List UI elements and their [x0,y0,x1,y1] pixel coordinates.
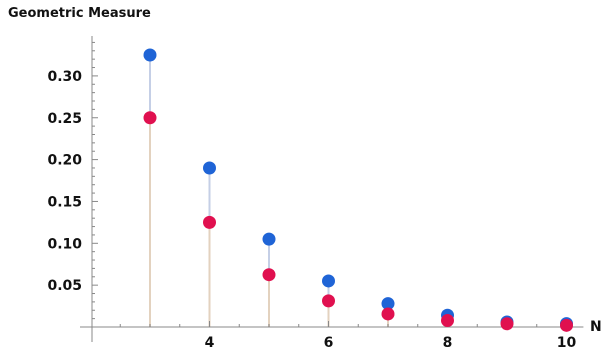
data-point-red [500,317,514,331]
data-point-blue [322,274,335,288]
x-tick-label: 10 [557,335,577,351]
data-point-blue [381,297,395,311]
stems-layer [149,54,568,327]
points-layer [143,48,573,332]
data-point-blue [143,48,157,62]
data-point-red [203,215,216,229]
y-tick-label: 0.15 [47,194,82,210]
y-tick-label: 0.30 [47,69,82,85]
x-tick-label: 4 [205,335,215,351]
x-tick-label: 6 [324,335,334,351]
axes-layer: 0.05 0.10 0.15 0.20 0.25 0.30 4 6 8 10 [47,36,584,351]
y-tick-label: 0.20 [47,153,82,169]
y-tick-label: 0.25 [47,111,82,127]
data-point-red [441,313,454,327]
x-tick-label: 8 [443,335,453,351]
x-axis-label: N [590,319,601,335]
data-point-blue [203,161,216,175]
chart-title: Geometric Measure [8,6,151,21]
data-point-red [560,318,573,332]
data-point-red [381,307,395,321]
data-point-red [262,268,276,282]
data-point-blue [262,232,276,246]
data-point-red [143,111,157,125]
data-point-red [322,294,335,308]
y-tick-label: 0.05 [47,278,82,294]
y-tick-label: 0.10 [47,236,82,252]
